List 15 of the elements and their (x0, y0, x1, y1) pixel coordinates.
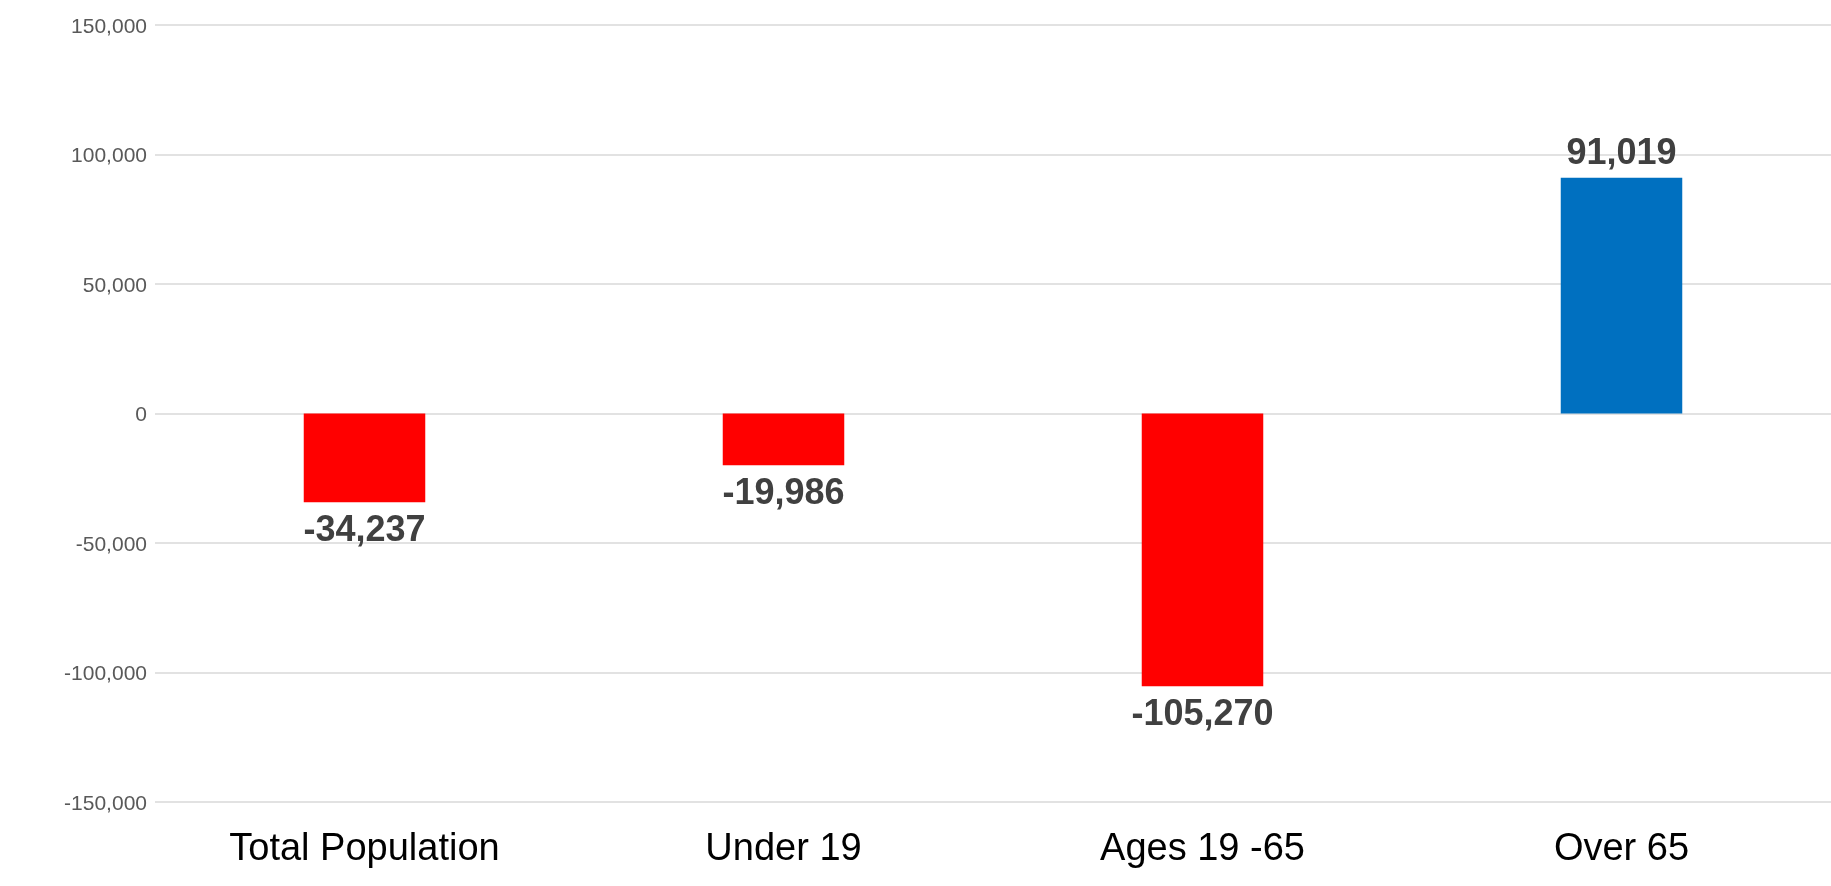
data-label: 91,019 (1566, 131, 1677, 173)
data-label: -34,237 (303, 507, 426, 549)
y-tick-label: 100,000 (71, 143, 147, 166)
y-tick-label: -150,000 (64, 790, 147, 814)
data-label: -19,986 (722, 470, 845, 512)
data-label: -105,270 (1131, 691, 1274, 733)
y-tick-label: 50,000 (82, 272, 147, 296)
x-tick-label: Over 65 (1553, 826, 1690, 868)
y-tick-label: 150,000 (71, 13, 147, 37)
x-tick-label: Ages 19 -65 (1100, 826, 1305, 868)
y-tick-label: -50,000 (75, 531, 147, 555)
y-tick-label: 0 (135, 402, 147, 425)
x-tick-label: Under 19 (705, 826, 862, 868)
y-tick-label: -100,000 (64, 661, 147, 684)
x-tick-label: Total Population (229, 826, 500, 868)
